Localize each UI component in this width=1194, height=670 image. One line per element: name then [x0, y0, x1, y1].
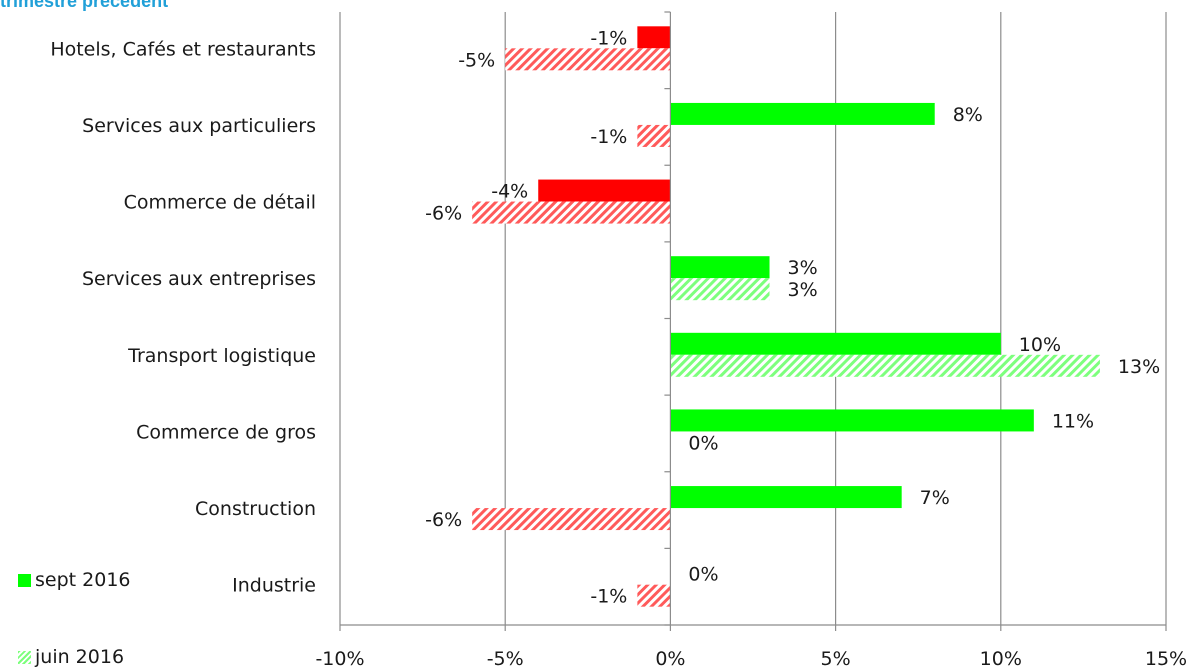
x-tick-label: 5%: [821, 648, 851, 670]
bar-sept-2016: [670, 409, 1034, 432]
bar-sept-2016: [670, 256, 770, 279]
data-label: 8%: [953, 104, 983, 126]
data-label: -6%: [425, 203, 462, 225]
bar-sept-2016: [670, 102, 935, 125]
x-tick-label: -10%: [315, 648, 364, 670]
data-label: -1%: [590, 126, 627, 148]
data-label: 3%: [788, 257, 818, 279]
bar-juin-2016: [670, 278, 770, 301]
category-label: Services aux particuliers: [82, 115, 316, 137]
bar-sept-2016: [538, 179, 671, 202]
value-axis: -10% -5% 0% 5% 10% 15%: [315, 624, 1187, 670]
category-label: Services aux entreprises: [82, 268, 316, 290]
data-label: 0%: [688, 432, 718, 454]
legend-item-juin: juin 2016: [18, 646, 124, 668]
legend-label-sept: sept 2016: [35, 569, 131, 591]
category-axis: Hotels, Cafés et restaurants Services aux…: [50, 11, 672, 626]
bar-sept-2016: [637, 26, 671, 49]
data-label: 7%: [920, 487, 950, 509]
legend-label-juin: juin 2016: [35, 646, 125, 668]
x-tick-label: -5%: [487, 648, 524, 670]
bar-juin-2016: [472, 201, 671, 224]
data-label: -1%: [590, 586, 627, 608]
bars: [472, 26, 1100, 607]
data-label: -4%: [491, 181, 528, 203]
data-label: -6%: [425, 509, 462, 531]
bar-juin-2016: [637, 584, 671, 607]
data-label: 0%: [688, 564, 718, 586]
category-label: Construction: [195, 498, 316, 520]
x-tick-label: 15%: [1145, 648, 1187, 670]
legend-swatch-juin: [18, 650, 31, 664]
data-labels: -1% -5% 8% -1% -4% -6% 3%3% 10% 13% 11% 0% 7% -6% 0% -…: [425, 27, 1160, 607]
category-label: Hotels, Cafés et restaurants: [50, 38, 316, 60]
bar-sept-2016: [670, 332, 1001, 355]
x-tick-label: 0%: [655, 648, 685, 670]
data-label: -1%: [590, 27, 627, 49]
bar-juin-2016: [505, 48, 671, 71]
category-label: Commerce de gros: [136, 421, 316, 443]
bar-juin-2016: [472, 508, 671, 531]
data-label: 13%: [1118, 356, 1160, 378]
chart-title: trimestre précédent: [0, 0, 169, 11]
legend-item-sept: sept 2016: [18, 569, 131, 591]
x-tick-label: 10%: [980, 648, 1022, 670]
category-label: Transport logistique: [127, 345, 316, 367]
category-label: Commerce de détail: [124, 192, 316, 214]
data-label: 11%: [1052, 410, 1094, 432]
bar-sept-2016: [670, 486, 902, 509]
bar-juin-2016: [637, 124, 671, 147]
category-label: Industrie: [232, 575, 316, 597]
legend-swatch-sept: [18, 573, 31, 587]
bar-juin-2016: [670, 354, 1100, 377]
data-label: -5%: [458, 49, 495, 71]
data-label: 3%: [788, 279, 818, 301]
data-label: 10%: [1019, 334, 1061, 356]
